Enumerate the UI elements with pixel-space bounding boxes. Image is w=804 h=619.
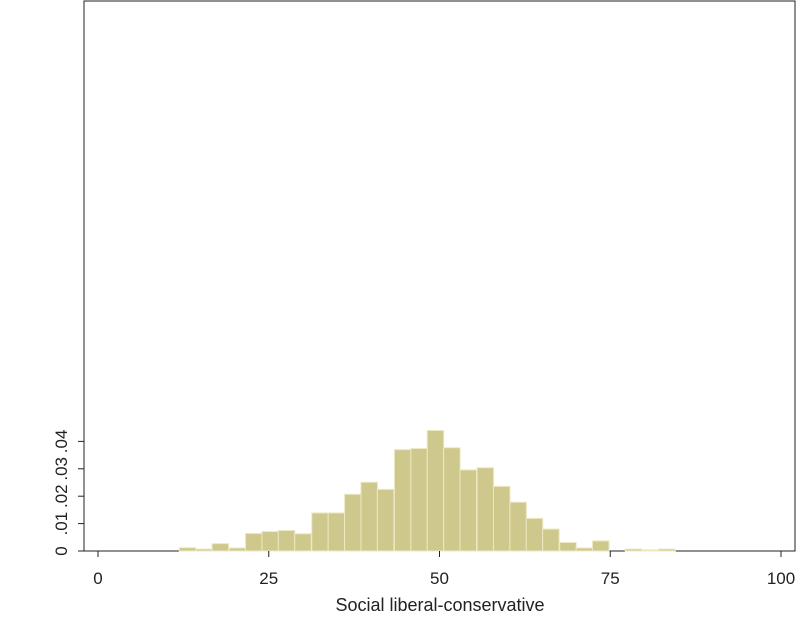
histogram-bar	[575, 547, 594, 552]
histogram-bar	[476, 467, 495, 552]
histogram-bar	[178, 547, 197, 552]
histogram-bar	[426, 429, 445, 552]
histogram-bar	[311, 512, 329, 552]
histogram-bar	[542, 528, 560, 552]
histogram-bar	[509, 501, 527, 552]
histogram-bar	[525, 517, 544, 552]
x-axis-title: Social liberal-conservative	[335, 595, 544, 615]
histogram-bar	[591, 540, 610, 552]
histogram-bar	[393, 449, 412, 552]
histogram-bar	[410, 448, 428, 552]
histogram-bar	[294, 533, 312, 552]
histogram-bar	[360, 481, 378, 552]
histogram-bar	[492, 485, 511, 552]
y-tick-label: 0	[52, 546, 71, 555]
x-tick-label: 75	[601, 569, 620, 588]
x-tick-label: 100	[767, 569, 795, 588]
x-tick-label: 25	[259, 569, 278, 588]
bars-group	[178, 429, 676, 552]
histogram-bar	[559, 542, 577, 552]
histogram-bar	[624, 548, 643, 552]
histogram-bar	[344, 493, 362, 552]
histogram-bar	[261, 531, 279, 552]
histogram-bar	[277, 529, 296, 552]
histogram-bar	[641, 549, 660, 552]
histogram-bar	[245, 532, 263, 552]
y-tick-label: .03	[52, 457, 71, 481]
y-axis: 0 .01 .02 .03 .04	[52, 430, 84, 556]
histogram-bar	[211, 543, 230, 552]
histogram-bar	[228, 547, 247, 552]
x-axis: 0 25 50 75 100	[93, 551, 795, 588]
x-tick-label: 0	[93, 569, 102, 588]
histogram-bar	[443, 447, 461, 552]
y-tick-label: .01	[52, 512, 71, 536]
histogram-bar	[658, 548, 676, 552]
y-tick-label: .02	[52, 484, 71, 508]
x-tick-label: 50	[430, 569, 449, 588]
histogram-bar	[195, 548, 213, 552]
y-tick-label: .04	[52, 430, 71, 454]
histogram-bar	[327, 512, 346, 552]
histogram-bar	[376, 488, 395, 552]
histogram-bar	[459, 469, 478, 552]
